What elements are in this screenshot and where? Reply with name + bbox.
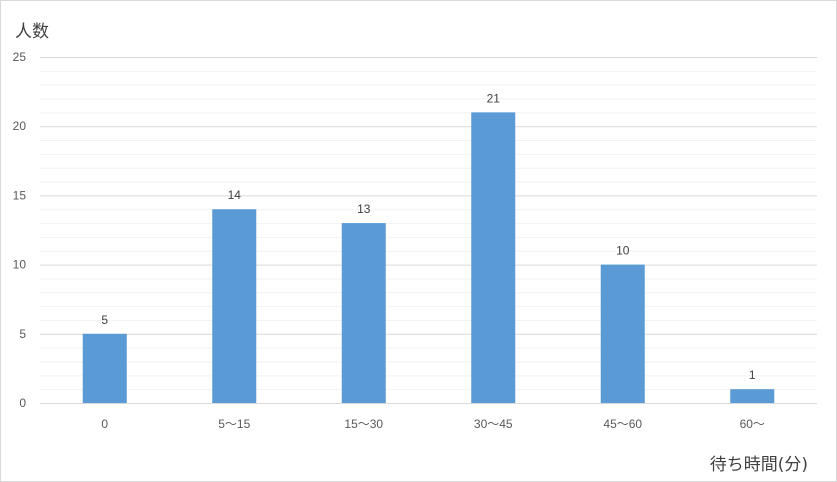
x-axis-title: 待ち時間(分) [709, 455, 808, 475]
data-label: 10 [616, 244, 630, 258]
y-tick-label: 5 [19, 327, 26, 341]
x-tick-label: 15～30 [344, 417, 383, 431]
x-tick-label: 45～60 [603, 417, 642, 431]
y-axis-title: 人数 [15, 22, 49, 42]
x-tick-label: 0 [101, 417, 108, 431]
y-tick-label: 25 [13, 50, 27, 64]
y-tick-label: 20 [13, 119, 27, 133]
bar [600, 264, 645, 403]
bar [730, 389, 775, 403]
x-tick-label: 60～ [740, 417, 765, 431]
bar [341, 223, 386, 403]
data-label: 21 [487, 91, 501, 105]
x-tick-label: 30～45 [474, 417, 513, 431]
data-label: 1 [749, 368, 756, 382]
data-label: 13 [357, 202, 371, 216]
bar [471, 112, 516, 404]
y-tick-label: 15 [13, 188, 27, 202]
y-tick-label: 10 [13, 258, 27, 272]
data-label: 5 [101, 313, 108, 327]
y-tick-label: 0 [19, 396, 26, 410]
x-tick-label: 5～15 [218, 417, 250, 431]
data-label: 14 [228, 188, 242, 202]
bar [212, 209, 257, 403]
bar [82, 333, 127, 403]
